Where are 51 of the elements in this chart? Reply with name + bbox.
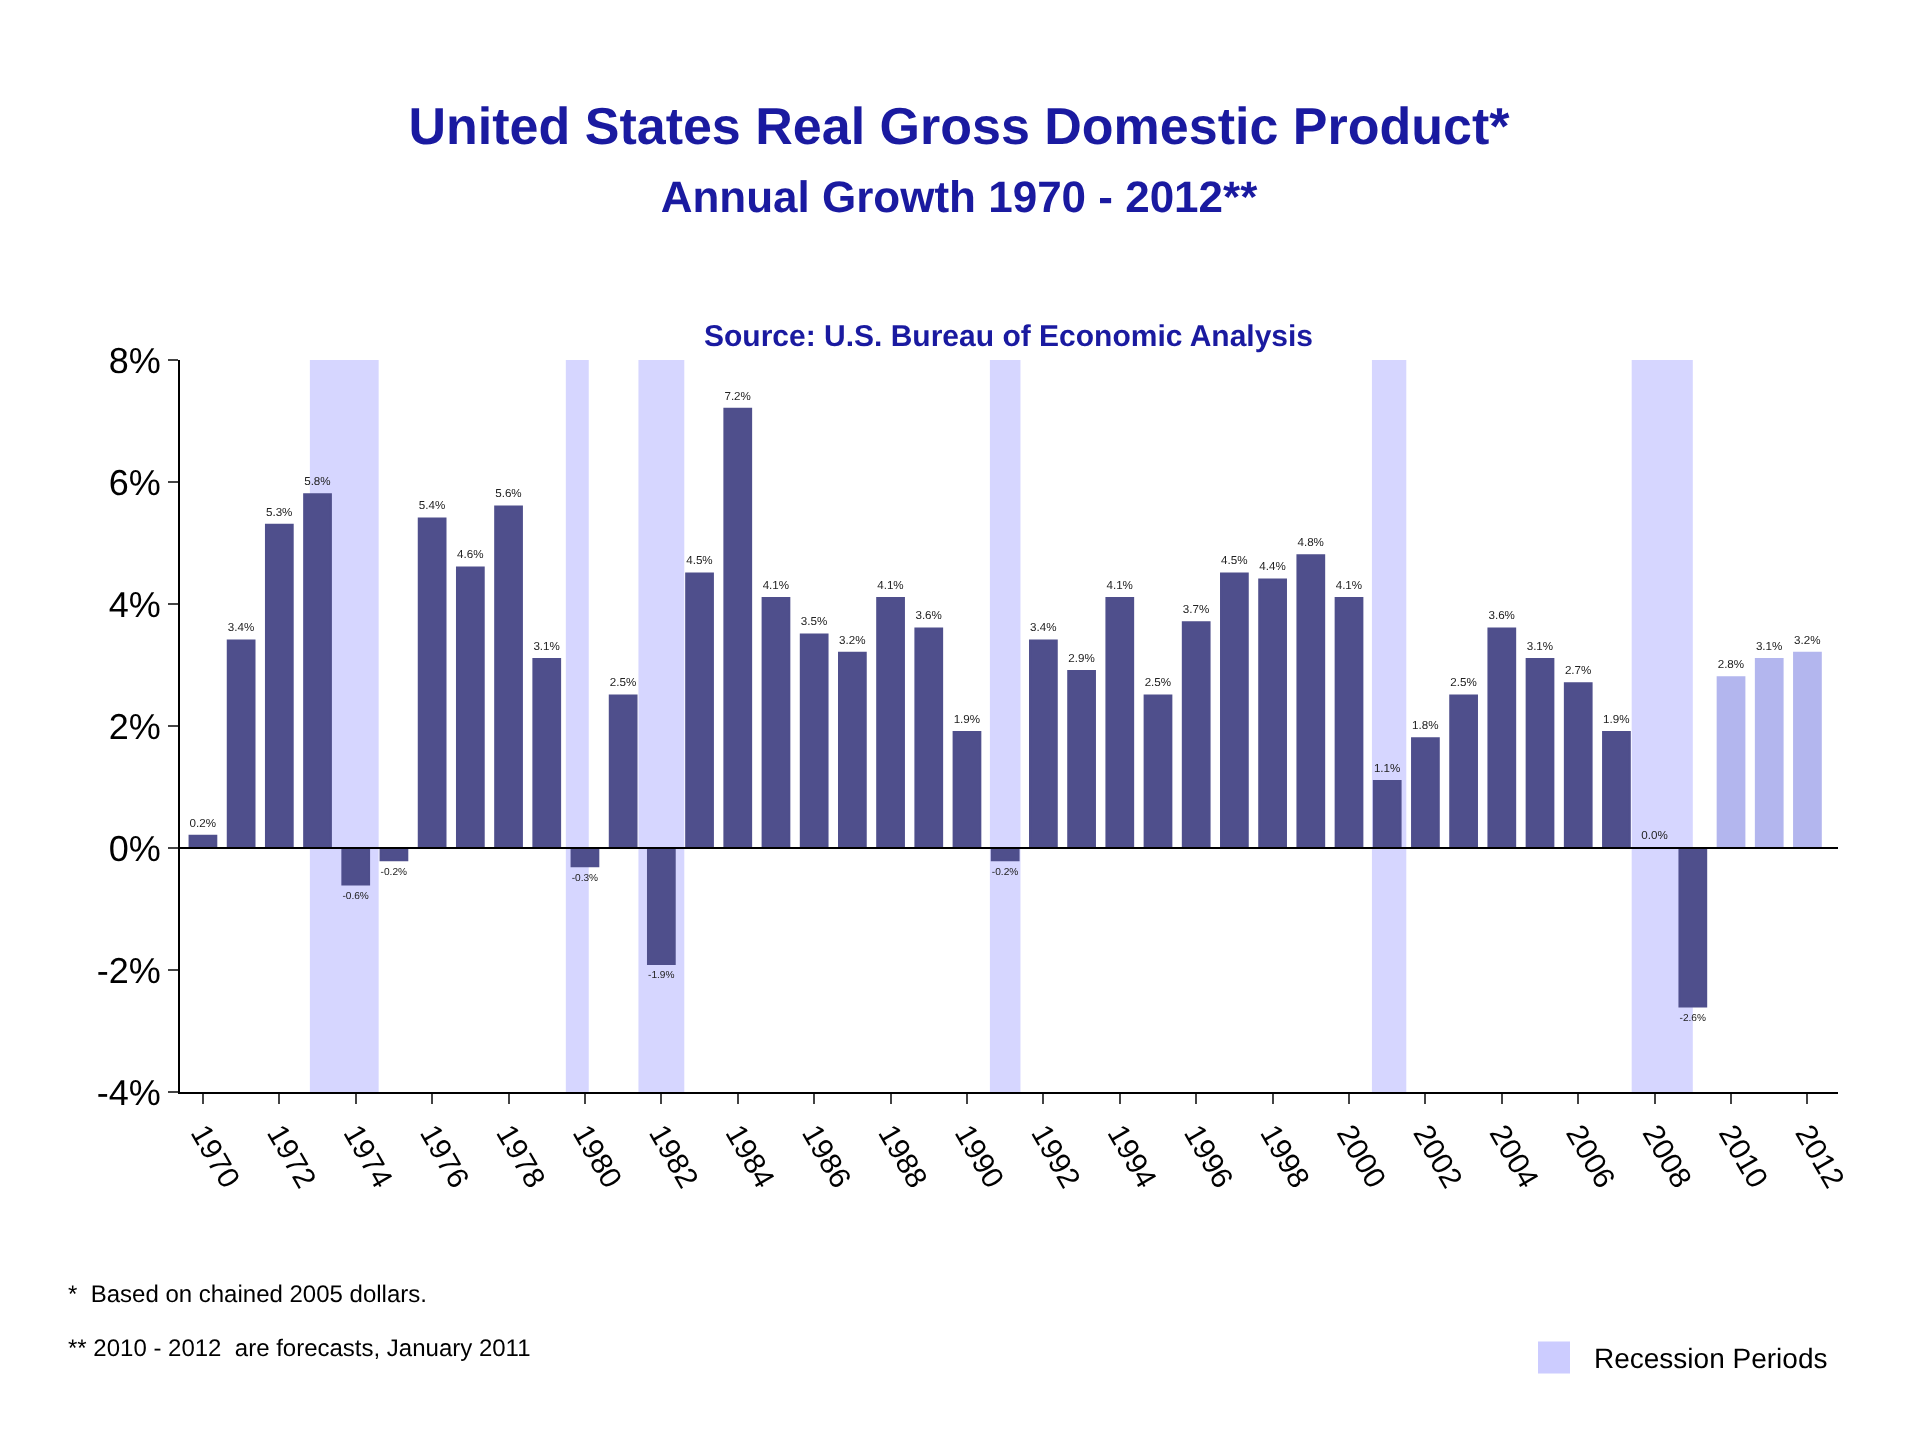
y-tick-label: 2%	[108, 706, 161, 747]
text: ** 2010 - 2012 are forecasts, January 2011	[68, 1334, 532, 1362]
bar	[1563, 682, 1593, 849]
bar	[1029, 639, 1058, 849]
bar	[1411, 737, 1440, 849]
bar	[1449, 694, 1478, 849]
bar	[1372, 779, 1402, 849]
bar	[1678, 847, 1708, 1008]
y-tick-label: 8%	[108, 340, 161, 381]
y-tick-label: 0%	[108, 828, 161, 869]
bar	[226, 639, 256, 849]
bar	[723, 407, 753, 849]
chart-title: United States Real Gross Domestic Product*	[408, 96, 1512, 157]
bar	[455, 566, 485, 849]
bar	[1793, 651, 1822, 849]
bar	[952, 731, 982, 849]
bar	[341, 847, 371, 886]
chart-subtitle: Annual Growth 1970 - 2012**	[660, 171, 1259, 222]
bar	[608, 694, 638, 849]
bar	[303, 493, 332, 849]
bar	[685, 572, 714, 849]
bar	[838, 651, 867, 849]
y-tick-label: 6%	[108, 462, 161, 503]
bar	[1143, 694, 1173, 849]
bar	[494, 505, 523, 849]
y-tick-label: 4%	[108, 584, 161, 625]
bar	[876, 596, 905, 849]
bar	[1716, 676, 1746, 849]
bar	[1220, 572, 1249, 849]
bar	[1258, 578, 1287, 849]
bar	[1334, 596, 1364, 849]
bar	[532, 657, 562, 849]
bar	[1296, 554, 1326, 849]
bar	[264, 523, 294, 849]
bar	[914, 627, 944, 849]
bar	[1067, 670, 1096, 849]
source-note: Source: U.S. Bureau of Economic Analysis	[704, 320, 1314, 354]
bar	[1525, 657, 1555, 849]
bar	[417, 517, 447, 849]
bar	[1487, 627, 1517, 849]
bar	[761, 596, 791, 849]
y-tick-label: -2%	[96, 950, 161, 991]
bar	[1754, 657, 1784, 849]
bar	[646, 847, 676, 965]
legend-label: Recession Periods	[1594, 1342, 1828, 1375]
bar	[799, 633, 829, 849]
text: * Based on chained 2005 dollars.	[68, 1280, 427, 1308]
bar	[1181, 621, 1211, 849]
y-tick-label: -4%	[96, 1072, 161, 1113]
bar	[1602, 731, 1631, 849]
bar	[1105, 596, 1135, 849]
